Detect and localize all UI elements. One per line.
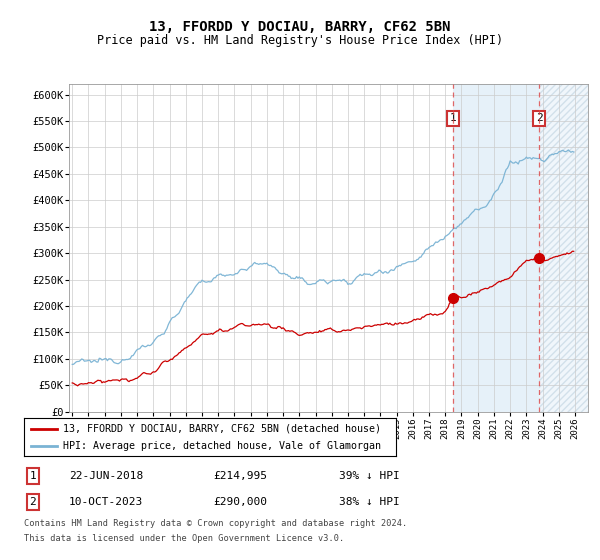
Bar xyxy=(453,84,539,412)
Text: Price paid vs. HM Land Registry's House Price Index (HPI): Price paid vs. HM Land Registry's House … xyxy=(97,34,503,46)
Text: This data is licensed under the Open Government Licence v3.0.: This data is licensed under the Open Gov… xyxy=(24,534,344,543)
Text: Contains HM Land Registry data © Crown copyright and database right 2024.: Contains HM Land Registry data © Crown c… xyxy=(24,519,407,528)
Text: 13, FFORDD Y DOCIAU, BARRY, CF62 5BN: 13, FFORDD Y DOCIAU, BARRY, CF62 5BN xyxy=(149,20,451,34)
Text: £214,995: £214,995 xyxy=(213,471,267,481)
Text: 2: 2 xyxy=(536,113,542,123)
Text: 22-JUN-2018: 22-JUN-2018 xyxy=(69,471,143,481)
Text: 1: 1 xyxy=(29,471,37,481)
Text: 38% ↓ HPI: 38% ↓ HPI xyxy=(339,497,400,507)
Text: 1: 1 xyxy=(449,113,456,123)
Text: 2: 2 xyxy=(29,497,37,507)
Text: 39% ↓ HPI: 39% ↓ HPI xyxy=(339,471,400,481)
Bar xyxy=(539,84,588,412)
Text: HPI: Average price, detached house, Vale of Glamorgan: HPI: Average price, detached house, Vale… xyxy=(63,441,381,451)
Text: 10-OCT-2023: 10-OCT-2023 xyxy=(69,497,143,507)
Text: 13, FFORDD Y DOCIAU, BARRY, CF62 5BN (detached house): 13, FFORDD Y DOCIAU, BARRY, CF62 5BN (de… xyxy=(63,424,381,434)
Text: £290,000: £290,000 xyxy=(213,497,267,507)
